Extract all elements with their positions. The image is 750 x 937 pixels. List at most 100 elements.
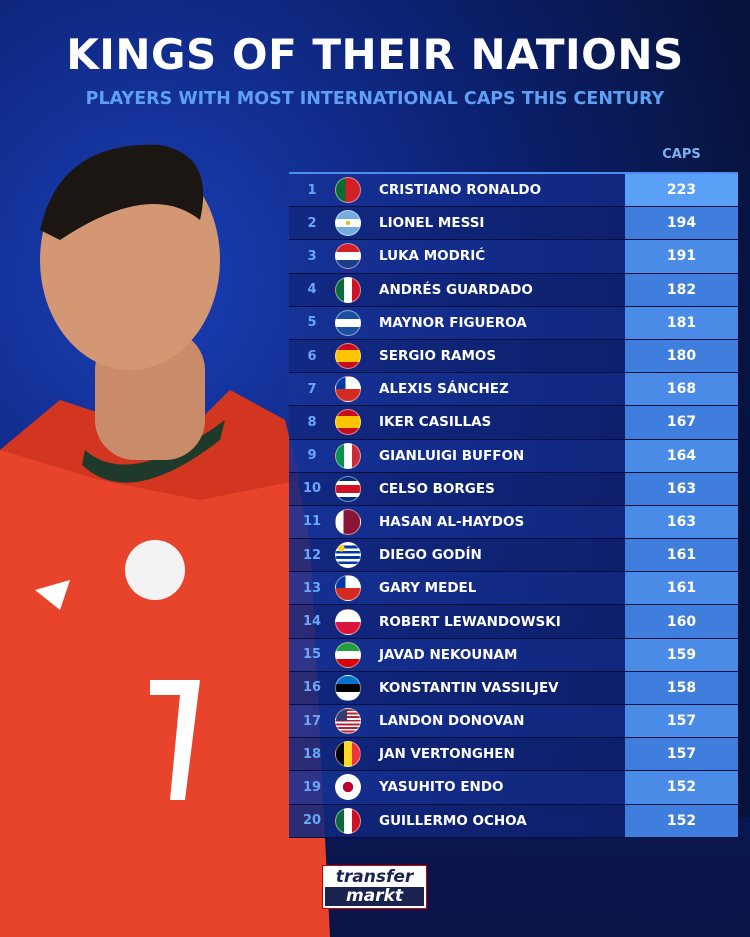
player-name: LANDON DONOVAN	[379, 713, 525, 730]
table-row: 4 ANDRÉS GUARDADO 182	[289, 273, 738, 307]
logo-line-1: transfer	[325, 868, 424, 887]
caps-value: 182	[625, 273, 738, 306]
player-name: MAYNOR FIGUEROA	[379, 314, 527, 331]
flag-uruguay-icon	[335, 542, 361, 569]
caps-value: 158	[625, 671, 738, 704]
caps-value: 180	[625, 339, 738, 373]
rank: 7	[307, 381, 317, 397]
caps-value: 159	[625, 638, 738, 671]
caps-value: 223	[625, 174, 738, 207]
logo-line-2: markt	[325, 887, 424, 906]
player-name: CELSO BORGES	[379, 480, 495, 497]
table-row: 18 JAN VERTONGHEN 157	[289, 738, 738, 772]
player-cell: 2 LIONEL MESSI	[289, 207, 625, 240]
player-name: GARY MEDEL	[379, 580, 477, 597]
player-cell: 3 LUKA MODRIĆ	[289, 240, 625, 273]
caps-value: 161	[625, 539, 738, 572]
rank: 2	[307, 215, 317, 231]
caps-column-header: CAPS	[662, 147, 701, 162]
flag-mexico-icon	[335, 276, 361, 303]
flag-italy-icon	[335, 442, 361, 469]
player-cell: 7 ALEXIS SÁNCHEZ	[289, 373, 625, 406]
table-row: 3 LUKA MODRIĆ 191	[289, 240, 738, 274]
table-row: 2 LIONEL MESSI 194	[289, 207, 738, 241]
caps-value: 168	[625, 373, 738, 406]
rank: 4	[307, 282, 317, 298]
table-row: 5 MAYNOR FIGUEROA 181	[289, 306, 738, 340]
table-row: 1 CRISTIANO RONALDO 223	[289, 174, 738, 208]
player-cell: 8 IKER CASILLAS	[289, 406, 625, 439]
table-row: 17 LANDON DONOVAN 157	[289, 705, 738, 739]
table-row: 14 ROBERT LEWANDOWSKI 160	[289, 605, 738, 639]
flag-costarica-icon	[335, 475, 361, 502]
flag-usa-icon	[335, 708, 361, 735]
player-cell: 6 SERGIO RAMOS	[289, 339, 625, 373]
flag-belgium-icon	[335, 741, 361, 768]
rank: 1	[307, 182, 317, 198]
table-row: 20 GUILLERMO OCHOA 152	[289, 804, 738, 838]
rank: 12	[302, 547, 322, 563]
rank: 3	[307, 248, 317, 264]
flag-honduras-icon	[335, 309, 361, 336]
flag-croatia-icon	[335, 243, 361, 270]
player-cell: 12 DIEGO GODÍN	[289, 539, 625, 572]
player-name: ROBERT LEWANDOWSKI	[379, 613, 561, 630]
table-row: 10 CELSO BORGES 163	[289, 472, 738, 506]
player-cell: 18 JAN VERTONGHEN	[289, 738, 625, 771]
table-row: 16 KONSTANTIN VASSILJEV 158	[289, 671, 738, 705]
flag-japan-icon	[335, 774, 361, 801]
flag-qatar-icon	[335, 508, 361, 535]
player-cell: 13 GARY MEDEL	[289, 572, 625, 605]
player-name: HASAN AL-HAYDOS	[379, 513, 525, 530]
caps-value: 161	[625, 572, 738, 605]
rank: 8	[307, 414, 317, 430]
flag-poland-icon	[335, 608, 361, 635]
caps-value: 152	[625, 804, 738, 837]
player-name: CRISTIANO RONALDO	[379, 182, 542, 199]
page-subtitle: PLAYERS WITH MOST INTERNATIONAL CAPS THI…	[85, 89, 665, 109]
player-cell: 17 LANDON DONOVAN	[289, 705, 625, 738]
player-cell: 9 GIANLUIGI BUFFON	[289, 439, 625, 472]
flag-portugal-icon	[335, 177, 361, 204]
flag-iran-icon	[335, 641, 361, 668]
player-name: DIEGO GODÍN	[379, 547, 482, 564]
player-name: KONSTANTIN VASSILJEV	[379, 679, 559, 696]
rank: 19	[302, 779, 322, 795]
rank: 9	[307, 448, 317, 464]
player-name: JAN VERTONGHEN	[379, 746, 515, 763]
player-name: GIANLUIGI BUFFON	[379, 447, 525, 464]
player-cell: 11 HASAN AL-HAYDOS	[289, 505, 625, 539]
flag-spain-icon	[335, 409, 361, 436]
rank: 6	[307, 348, 317, 364]
rank: 16	[302, 680, 322, 696]
table-row: 7 ALEXIS SÁNCHEZ 168	[289, 373, 738, 407]
table-row: 9 GIANLUIGI BUFFON 164	[289, 439, 738, 473]
player-cell: 20 GUILLERMO OCHOA	[289, 804, 625, 837]
flag-argentina-icon	[335, 210, 361, 237]
player-cell: 1 CRISTIANO RONALDO	[289, 174, 625, 207]
caps-table: 1 CRISTIANO RONALDO 223 2 LIONEL MESSI 19 4 3 LU…	[289, 172, 738, 838]
caps-value: 157	[625, 705, 738, 738]
player-name: SERGIO RAMOS	[379, 348, 497, 365]
player-cell: 10 CELSO BORGES	[289, 472, 625, 505]
player-name: GUILLERMO OCHOA	[379, 812, 527, 829]
caps-value: 160	[625, 605, 738, 638]
player-name: LIONEL MESSI	[379, 215, 485, 232]
player-name: ALEXIS SÁNCHEZ	[379, 381, 509, 398]
flag-mexico-icon	[335, 807, 361, 834]
table-row: 8 IKER CASILLAS 167	[289, 406, 738, 440]
rank: 5	[307, 315, 317, 331]
player-name: JAVAD NEKOUNAM	[379, 646, 518, 663]
caps-value: 191	[625, 240, 738, 273]
caps-value: 167	[625, 406, 738, 439]
rank: 20	[302, 813, 322, 829]
page-title: KINGS OF THEIR NATIONS	[66, 30, 684, 79]
rank: 10	[302, 481, 322, 497]
caps-value: 163	[625, 472, 738, 505]
caps-value: 157	[625, 738, 738, 771]
flag-chile-icon	[335, 376, 361, 403]
player-name: LUKA MODRIĆ	[379, 248, 486, 265]
player-name: YASUHITO ENDO	[379, 779, 504, 796]
transfermarkt-logo: transfer markt	[323, 866, 426, 908]
caps-value: 181	[625, 306, 738, 339]
